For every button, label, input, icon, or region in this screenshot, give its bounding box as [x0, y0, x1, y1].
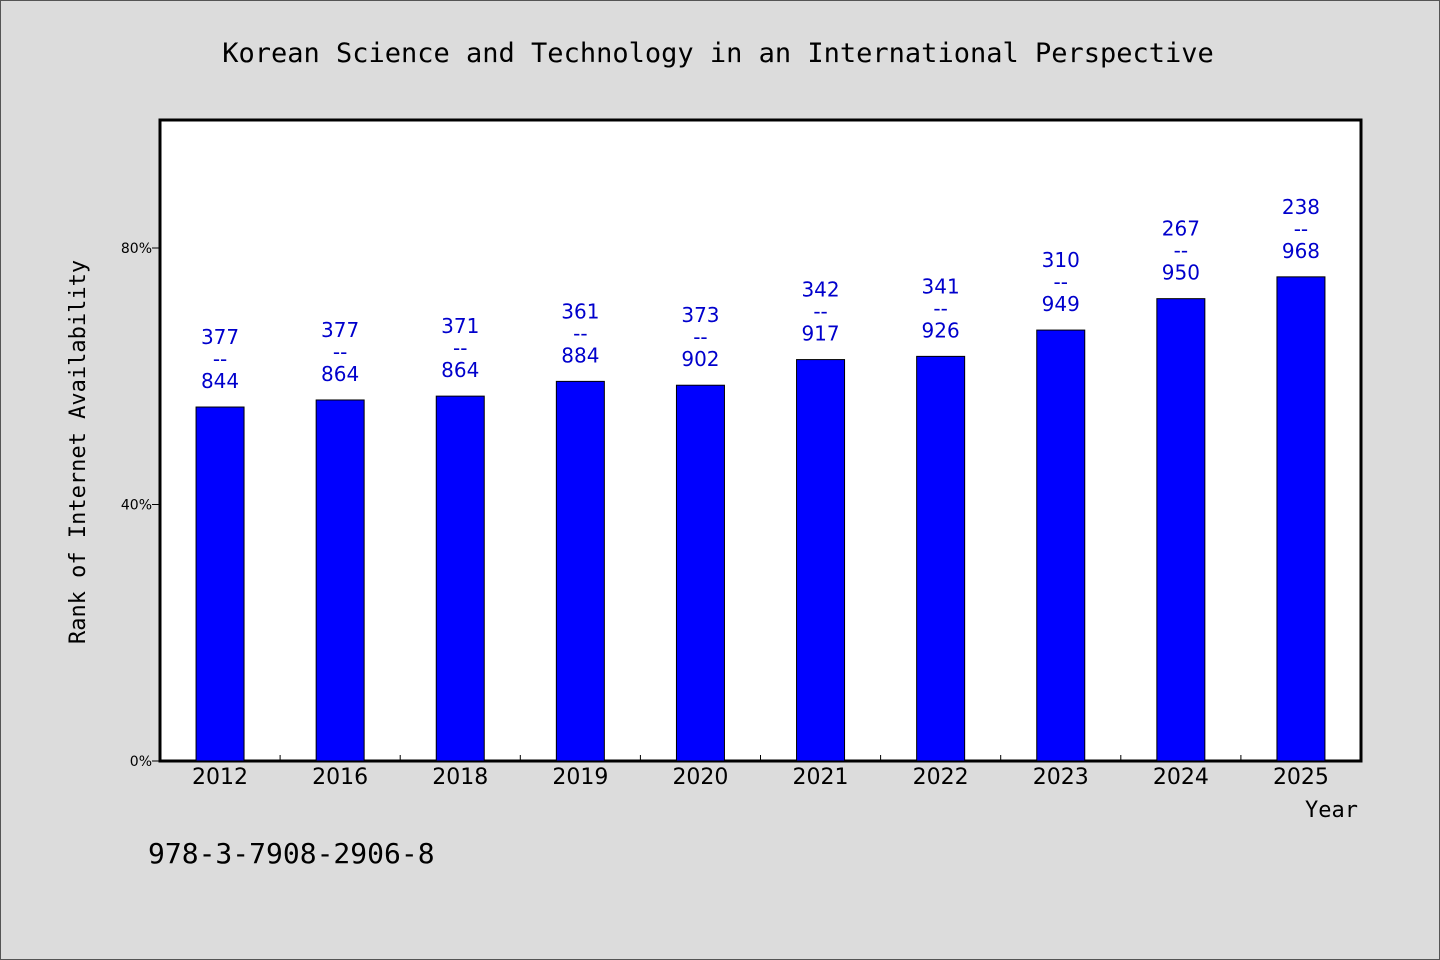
- isbn-footnote: 978-3-7908-2906-8: [148, 837, 435, 870]
- bar-2012: [195, 406, 245, 762]
- bar-2019: [555, 380, 605, 762]
- data-label-2020-top: 373: [681, 303, 719, 327]
- x-tick-label-2018: 2018: [432, 765, 488, 790]
- data-label-2023-bottom: 949: [1042, 292, 1080, 316]
- bar-2025: [1276, 276, 1326, 762]
- x-tick-label-2024: 2024: [1153, 765, 1209, 790]
- y-axis: 0% 40% 80%: [121, 241, 160, 770]
- data-label-2021-top: 342: [801, 278, 839, 302]
- data-label-2025-bottom: 968: [1282, 239, 1320, 263]
- y-tick-label: 80%: [121, 241, 152, 257]
- bar-2023: [1036, 329, 1086, 762]
- bar-2016: [315, 399, 365, 762]
- x-tick-label-2021: 2021: [793, 765, 849, 790]
- data-label-2018-bottom: 864: [441, 358, 479, 382]
- x-tick-label-2023: 2023: [1033, 765, 1089, 790]
- data-label-2020-bottom: 902: [681, 347, 719, 371]
- x-tick-label-2019: 2019: [552, 765, 608, 790]
- y-tick-label: 0%: [130, 754, 152, 770]
- x-tick-label-2020: 2020: [672, 765, 728, 790]
- bar-2020: [675, 384, 725, 762]
- data-label-2016-top: 377: [321, 318, 359, 342]
- data-label-2018-top: 371: [441, 314, 479, 338]
- chart-title: Korean Science and Technology in an Inte…: [222, 38, 1214, 69]
- bar-2024: [1156, 298, 1206, 762]
- data-label-2024-sep: --: [1174, 239, 1188, 263]
- data-label-2019-top: 361: [561, 299, 599, 323]
- data-label-2019-bottom: 884: [561, 343, 599, 367]
- data-label-2021-bottom: 917: [801, 322, 839, 346]
- data-label-2018-sep: --: [453, 336, 467, 360]
- data-label-2023-top: 310: [1042, 248, 1080, 272]
- data-labels: 377--844377--864371--864361--884373--902…: [201, 195, 1320, 393]
- x-axis: 2012 2016 2018 2019 2020 2021 2022 2023 2024 2025: [192, 755, 1329, 790]
- data-label-2023-sep: --: [1054, 270, 1068, 294]
- y-axis-label: Rank of Internet Availability: [66, 260, 91, 644]
- bar-2018: [435, 395, 485, 762]
- x-tick-label-2022: 2022: [913, 765, 969, 790]
- data-label-2022-top: 341: [922, 274, 960, 298]
- x-axis-label: Year: [1305, 798, 1358, 823]
- data-label-2025-top: 238: [1282, 195, 1320, 219]
- bars: [195, 276, 1326, 762]
- data-label-2020-sep: --: [693, 325, 707, 349]
- data-label-2012-bottom: 844: [201, 369, 239, 393]
- data-label-2024-top: 267: [1162, 217, 1200, 241]
- data-label-2022-bottom: 926: [922, 318, 960, 342]
- data-label-2022-sep: --: [933, 296, 947, 320]
- y-tick-label: 40%: [121, 498, 152, 514]
- data-label-2016-sep: --: [333, 340, 347, 364]
- x-tick-label-2012: 2012: [192, 765, 248, 790]
- data-label-2025-sep: --: [1294, 217, 1308, 241]
- data-label-2012-sep: --: [213, 347, 227, 371]
- data-label-2019-sep: --: [573, 321, 587, 345]
- x-tick-label-2025: 2025: [1273, 765, 1329, 790]
- data-label-2012-top: 377: [201, 325, 239, 349]
- data-label-2021-sep: --: [813, 300, 827, 324]
- x-tick-label-2016: 2016: [312, 765, 368, 790]
- data-label-2016-bottom: 864: [321, 362, 359, 386]
- data-label-2024-bottom: 950: [1162, 261, 1200, 285]
- bar-2021: [796, 359, 846, 762]
- bar-2022: [916, 355, 966, 762]
